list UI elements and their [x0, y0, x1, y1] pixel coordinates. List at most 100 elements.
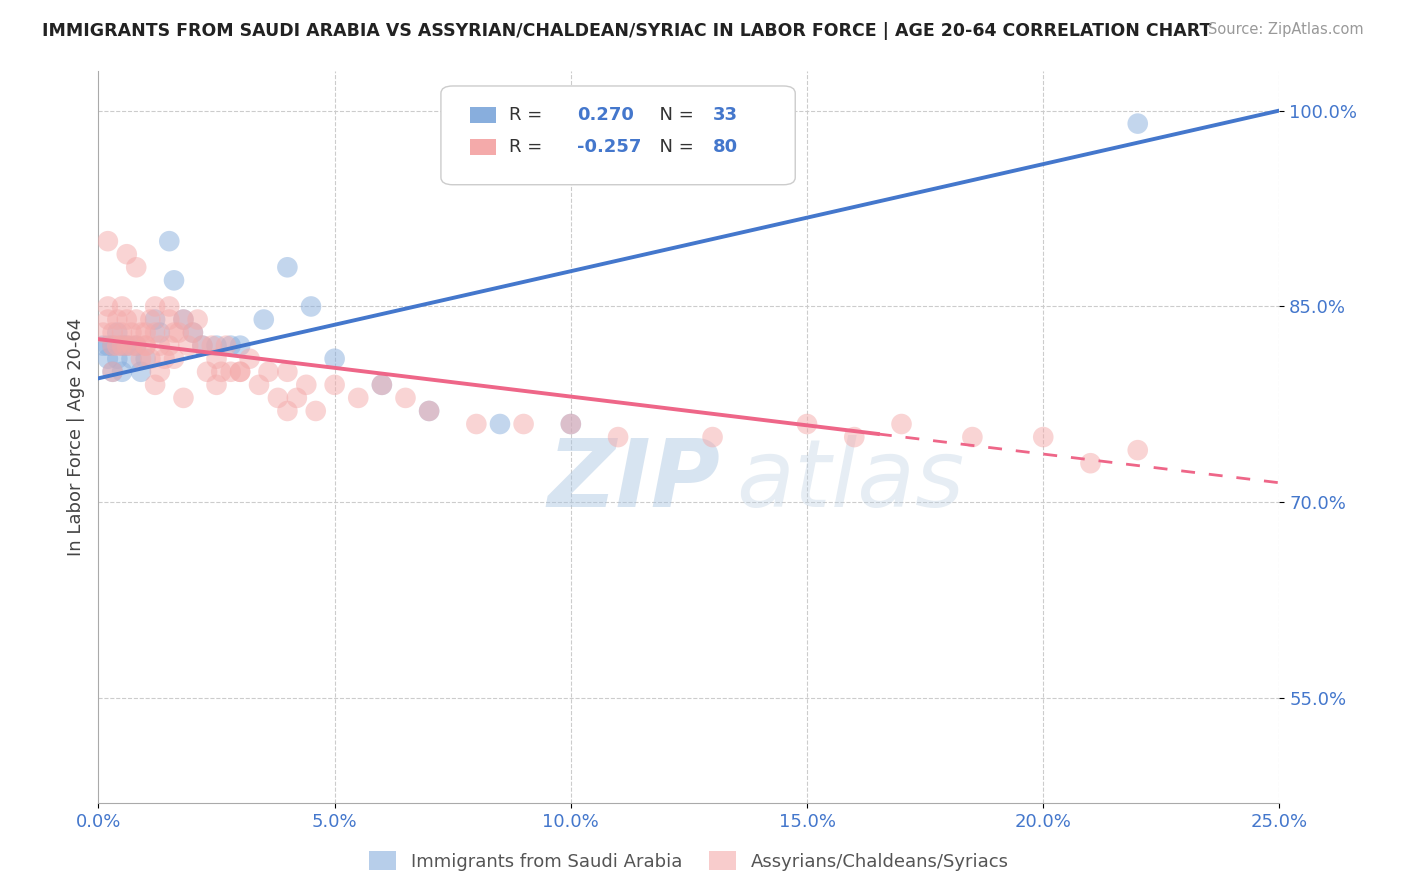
Point	[157, 234, 180, 248]
Text: -0.257: -0.257	[576, 137, 641, 156]
Point	[418, 404, 440, 418]
Point	[890, 417, 912, 431]
FancyBboxPatch shape	[441, 86, 796, 185]
Point	[149, 365, 172, 379]
Point	[139, 312, 162, 326]
Point	[187, 312, 209, 326]
Point	[191, 339, 214, 353]
Point	[121, 339, 143, 353]
Point	[276, 404, 298, 418]
Text: N =: N =	[648, 106, 699, 124]
Point	[702, 430, 724, 444]
Point	[465, 417, 488, 431]
Text: Source: ZipAtlas.com: Source: ZipAtlas.com	[1208, 22, 1364, 37]
Point	[149, 339, 172, 353]
Point	[267, 391, 290, 405]
Point	[418, 404, 440, 418]
Point	[97, 351, 120, 366]
Point	[172, 391, 194, 405]
Point	[305, 404, 328, 418]
Text: atlas: atlas	[737, 435, 965, 526]
Point	[607, 430, 630, 444]
Point	[143, 377, 166, 392]
Point	[285, 391, 308, 405]
Point	[167, 326, 190, 340]
Point	[209, 365, 232, 379]
Text: R =: R =	[509, 106, 548, 124]
Point	[195, 365, 218, 379]
FancyBboxPatch shape	[471, 107, 496, 123]
Point	[101, 339, 124, 353]
Point	[347, 391, 370, 405]
Point	[299, 300, 322, 314]
Point	[219, 365, 242, 379]
Text: 80: 80	[713, 137, 738, 156]
Point	[253, 312, 276, 326]
Point	[247, 377, 270, 392]
Point	[512, 417, 534, 431]
Point	[135, 351, 157, 366]
Point	[125, 339, 148, 353]
Point	[115, 339, 138, 353]
Point	[97, 234, 120, 248]
Text: IMMIGRANTS FROM SAUDI ARABIA VS ASSYRIAN/CHALDEAN/SYRIAC IN LABOR FORCE | AGE 20: IMMIGRANTS FROM SAUDI ARABIA VS ASSYRIAN…	[42, 22, 1212, 40]
Point	[91, 339, 114, 353]
Point	[153, 351, 176, 366]
Point	[101, 365, 124, 379]
Point	[560, 417, 582, 431]
Point	[125, 260, 148, 275]
Point	[135, 339, 157, 353]
Point	[1126, 117, 1149, 131]
Text: N =: N =	[648, 137, 699, 156]
Text: 0.270: 0.270	[576, 106, 634, 124]
Point	[111, 339, 134, 353]
Point	[115, 339, 138, 353]
Point	[125, 339, 148, 353]
Point	[323, 377, 346, 392]
Legend: Immigrants from Saudi Arabia, Assyrians/Chaldeans/Syriacs: Immigrants from Saudi Arabia, Assyrians/…	[361, 844, 1017, 878]
Point	[394, 391, 416, 405]
Point	[205, 351, 228, 366]
Point	[111, 365, 134, 379]
Point	[101, 339, 124, 353]
Point	[172, 312, 194, 326]
Point	[105, 339, 128, 353]
Point	[844, 430, 866, 444]
Point	[91, 326, 114, 340]
Point	[191, 339, 214, 353]
Point	[181, 326, 204, 340]
FancyBboxPatch shape	[471, 138, 496, 154]
Point	[97, 312, 120, 326]
Point	[163, 351, 186, 366]
Point	[121, 351, 143, 366]
Y-axis label: In Labor Force | Age 20-64: In Labor Force | Age 20-64	[66, 318, 84, 557]
Point	[157, 300, 180, 314]
Point	[257, 365, 280, 379]
Point	[276, 260, 298, 275]
Point	[129, 326, 152, 340]
Point	[157, 339, 180, 353]
Point	[205, 339, 228, 353]
Point	[215, 339, 238, 353]
Point	[229, 339, 252, 353]
Point	[163, 273, 186, 287]
Point	[181, 326, 204, 340]
Point	[371, 377, 394, 392]
Point	[129, 351, 152, 366]
Point	[143, 300, 166, 314]
Text: ZIP: ZIP	[547, 435, 720, 527]
Point	[135, 339, 157, 353]
Point	[229, 365, 252, 379]
Point	[143, 312, 166, 326]
Point	[177, 339, 200, 353]
Point	[323, 351, 346, 366]
Point	[149, 326, 172, 340]
Point	[295, 377, 318, 392]
Point	[239, 351, 262, 366]
Point	[163, 326, 186, 340]
Point	[157, 312, 180, 326]
Point	[143, 326, 166, 340]
Point	[97, 300, 120, 314]
Point	[121, 326, 143, 340]
Point	[219, 339, 242, 353]
